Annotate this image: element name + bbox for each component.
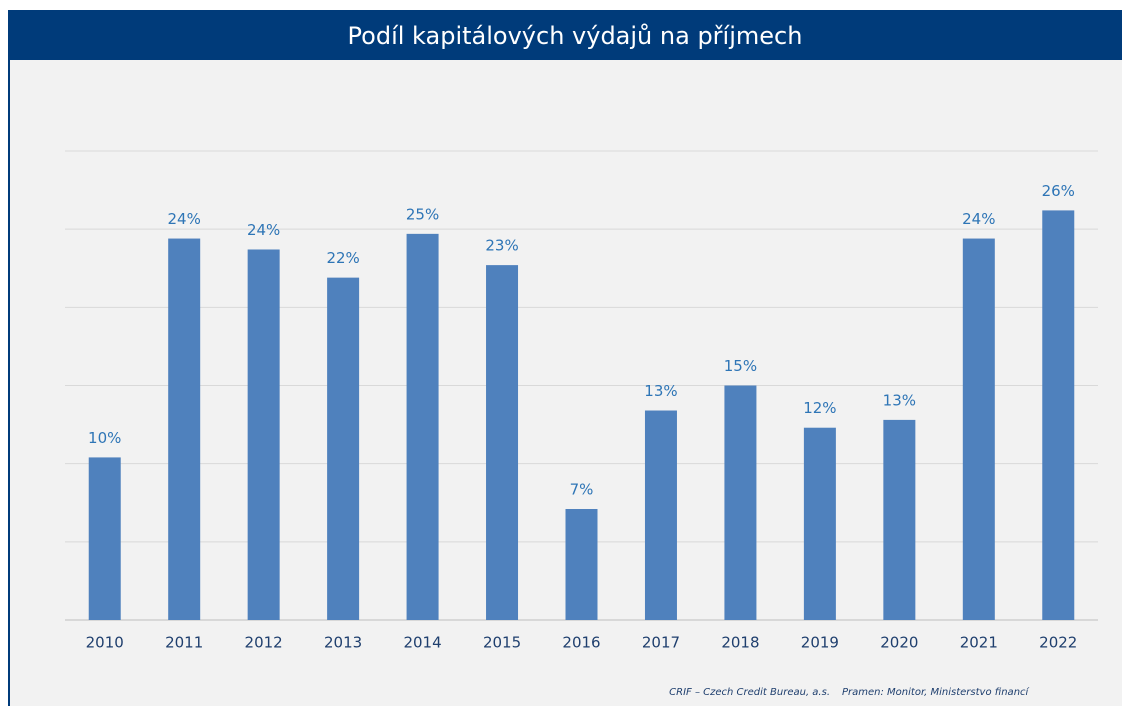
- x-tick-label: 2017: [642, 634, 680, 652]
- x-tick-label: 2021: [960, 634, 998, 652]
- header-bar: [8, 10, 1122, 60]
- bar: [486, 265, 519, 620]
- value-label: 24%: [168, 210, 201, 228]
- x-tick-label: 2016: [562, 634, 600, 652]
- bar: [1042, 210, 1075, 620]
- bar: [803, 427, 836, 620]
- x-tick-label: 2019: [801, 634, 839, 652]
- bar: [406, 233, 439, 620]
- chart-title: Podíl kapitálových výdajů na příjmech: [348, 22, 803, 50]
- value-label: 24%: [962, 210, 995, 228]
- bar: [724, 385, 757, 620]
- bar: [168, 238, 201, 620]
- value-label: 12%: [803, 399, 836, 417]
- bar: [644, 410, 677, 620]
- value-label: 25%: [406, 205, 439, 223]
- bar: [883, 419, 916, 620]
- value-label: 7%: [570, 481, 594, 499]
- footer-source: Pramen: Monitor, Ministerstvo financí: [842, 686, 1030, 698]
- value-label: 24%: [247, 221, 280, 239]
- bar: [327, 277, 360, 620]
- x-tick-label: 2020: [880, 634, 918, 652]
- x-tick-label: 2012: [245, 634, 283, 652]
- value-label: 23%: [485, 237, 518, 255]
- value-label: 10%: [88, 429, 121, 447]
- x-tick-label: 2015: [483, 634, 521, 652]
- value-label: 13%: [644, 382, 677, 400]
- footer-credit: CRIF – Czech Credit Bureau, a.s.: [669, 687, 830, 698]
- bar: [962, 238, 995, 620]
- bar: [88, 457, 121, 620]
- bar: [565, 509, 598, 620]
- x-tick-label: 2010: [86, 634, 124, 652]
- value-label: 22%: [326, 249, 359, 267]
- value-label: 26%: [1042, 182, 1075, 200]
- bar: [247, 249, 280, 621]
- x-tick-label: 2018: [721, 634, 759, 652]
- x-tick-label: 2022: [1039, 634, 1077, 652]
- x-tick-label: 2013: [324, 634, 362, 652]
- x-tick-label: 2014: [403, 634, 441, 652]
- x-tick-label: 2011: [165, 634, 203, 652]
- value-label: 15%: [724, 357, 757, 375]
- value-label: 13%: [883, 391, 916, 409]
